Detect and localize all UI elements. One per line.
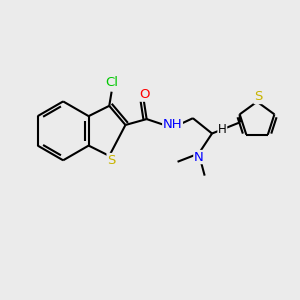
Text: S: S xyxy=(254,91,262,103)
Text: S: S xyxy=(107,154,116,166)
Text: N: N xyxy=(194,151,204,164)
Text: Cl: Cl xyxy=(105,76,118,89)
Text: NH: NH xyxy=(163,118,182,131)
Text: H: H xyxy=(218,124,227,136)
Text: O: O xyxy=(139,88,149,101)
